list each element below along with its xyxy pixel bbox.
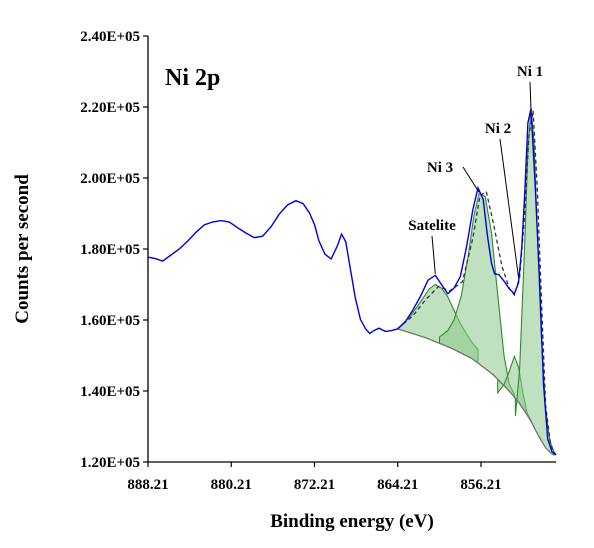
y-tick-label: 2.40E+05 — [80, 29, 140, 45]
y-tick-label: 1.40E+05 — [80, 384, 140, 400]
y-ticks: 1.20E+05 1.40E+05 1.60E+05 1.80E+05 2.00E+05… — [80, 29, 148, 471]
spectrum-lines — [147, 108, 557, 456]
x-tick-label: 880.21 — [211, 477, 252, 493]
annotation-label: Ni 1 — [517, 64, 543, 80]
annotation-label: Ni 2 — [485, 121, 511, 137]
annotation-leader — [499, 138, 520, 278]
annotation-label: Ni 3 — [427, 160, 453, 176]
annotation-label: Satelite — [408, 218, 456, 234]
x-tick-label: 888.21 — [127, 477, 168, 493]
component-peak-ni-1 — [514, 108, 555, 456]
y-tick-label: 1.20E+05 — [80, 455, 140, 471]
y-tick-label: 2.20E+05 — [80, 100, 140, 116]
x-tick-label: 856.21 — [460, 477, 501, 493]
axes — [147, 36, 556, 463]
x-tick-label: 872.21 — [294, 477, 335, 493]
fit-components — [397, 108, 555, 456]
background-line — [397, 328, 554, 456]
annotation-leader — [431, 235, 436, 274]
y-tick-label: 2.00E+05 — [80, 171, 140, 187]
annotation-leader — [529, 81, 532, 111]
y-tick-label: 1.80E+05 — [80, 242, 140, 258]
y-tick-label: 1.60E+05 — [80, 313, 140, 329]
x-ticks: 888.21 880.21 872.21 864.21 856.21 — [127, 462, 502, 493]
raw-spectrum-line — [147, 108, 557, 456]
x-tick-label: 864.21 — [377, 477, 418, 493]
y-axis-title: Counts per second — [12, 174, 33, 324]
annotation-leader — [462, 166, 480, 193]
peak-annotations: Ni 1 Ni 2 Ni 3 Satelite — [408, 64, 543, 278]
x-axis-title: Binding energy (eV) — [270, 511, 434, 532]
panel-label: Ni 2p — [165, 65, 220, 91]
